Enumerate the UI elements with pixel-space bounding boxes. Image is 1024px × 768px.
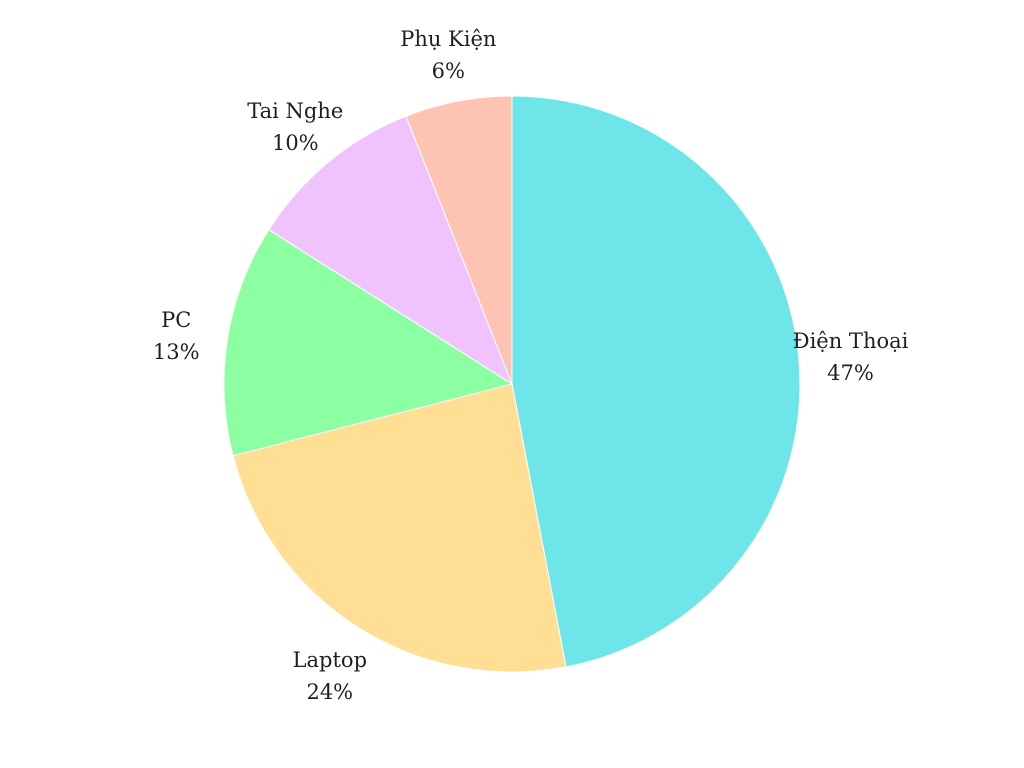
pie-slice-tai-nghe	[268, 115, 514, 386]
slice-name: Laptop	[293, 648, 367, 672]
slices	[223, 95, 801, 673]
slice-labels: Điện Thoại 47% Laptop 24% PC 13% Tai Nghe 10% Ph…	[153, 27, 909, 704]
pie-slice-laptop	[232, 383, 567, 673]
slice-name: Tai Nghe	[247, 99, 343, 123]
slice-percent: 13%	[153, 340, 200, 364]
slice-percent: 6%	[432, 59, 465, 83]
slice-label-laptop: Laptop 24%	[293, 648, 367, 704]
slice-percent: 10%	[272, 131, 319, 155]
slice-label-tai-nghe: Tai Nghe 10%	[247, 99, 343, 155]
slice-name: Điện Thoại	[793, 329, 909, 353]
pie-slice-pc	[223, 228, 514, 457]
pie-slice-dien-thoai	[511, 95, 801, 668]
slice-name: Phụ Kiện	[400, 27, 496, 51]
pie-slice-phu-kien	[405, 95, 513, 385]
slice-percent: 47%	[827, 361, 874, 385]
slice-percent: 24%	[306, 680, 353, 704]
slice-label-pc: PC 13%	[153, 308, 200, 364]
slice-label-phu-kien: Phụ Kiện 6%	[400, 27, 496, 83]
slice-label-dien-thoai: Điện Thoại 47%	[793, 329, 909, 385]
slice-name: PC	[161, 308, 191, 332]
